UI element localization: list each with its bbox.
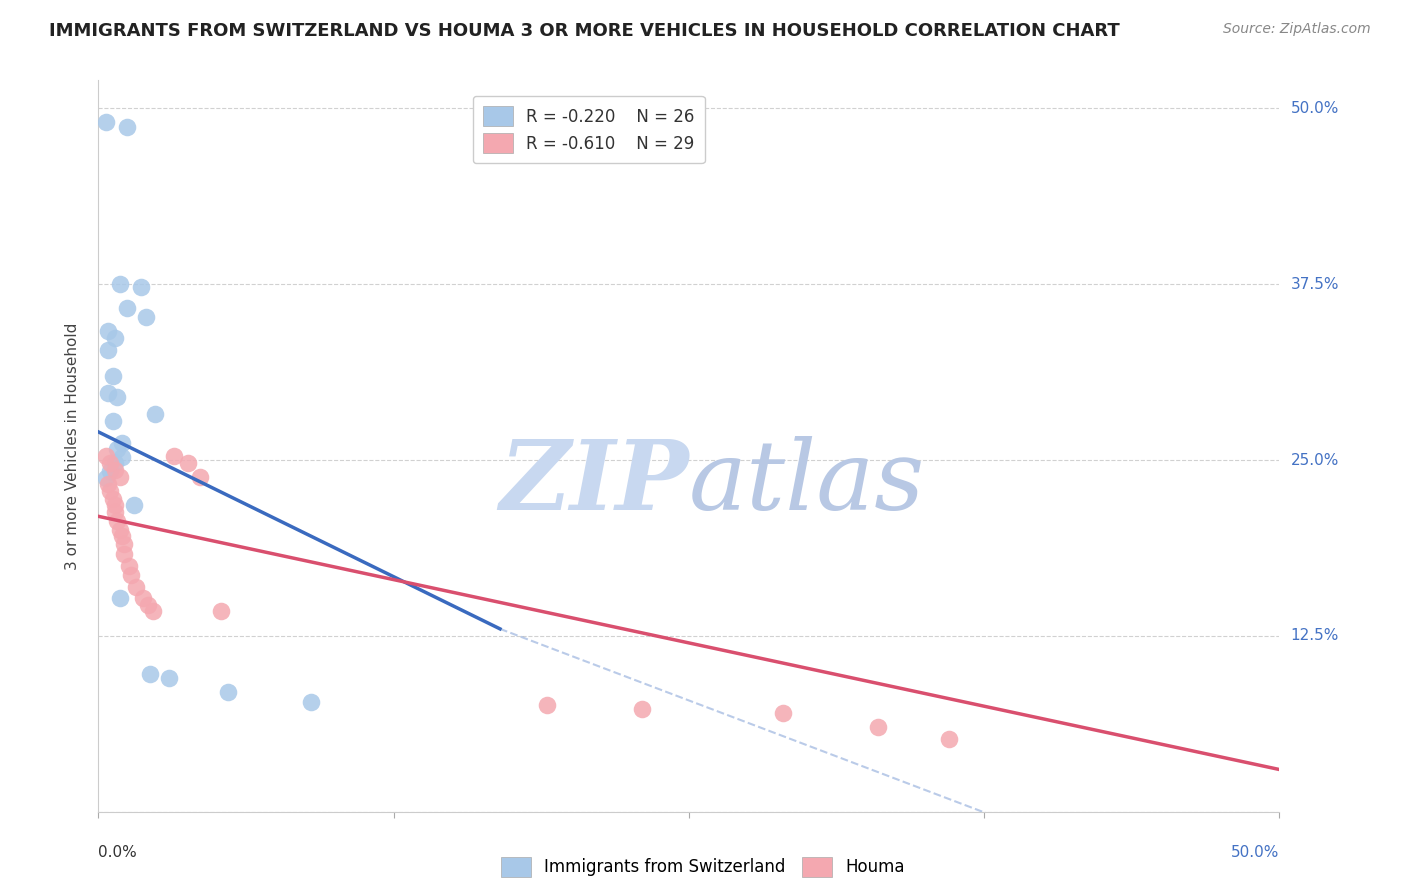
Point [118, 558, 141, 573]
Text: 50.0%: 50.0% [1232, 845, 1279, 860]
Point [188, 470, 211, 484]
Point [97, 324, 120, 338]
Text: IMMIGRANTS FROM SWITZERLAND VS HOUMA 3 OR MORE VEHICLES IN HOUSEHOLD CORRELATION: IMMIGRANTS FROM SWITZERLAND VS HOUMA 3 O… [49, 22, 1121, 40]
Point [135, 310, 157, 324]
Legend: R = -0.220    N = 26, R = -0.610    N = 29: R = -0.220 N = 26, R = -0.610 N = 29 [472, 96, 704, 163]
Point [104, 463, 127, 477]
Text: 12.5%: 12.5% [1291, 628, 1339, 643]
Point [97, 477, 120, 491]
Point [105, 514, 128, 528]
Point [111, 450, 134, 465]
Point [105, 390, 128, 404]
Text: 37.5%: 37.5% [1291, 277, 1339, 292]
Point [104, 505, 127, 519]
Text: 25.0%: 25.0% [1291, 452, 1339, 467]
Point [125, 580, 148, 594]
Point [139, 666, 162, 681]
Point [536, 698, 558, 712]
Legend: Immigrants from Switzerland, Houma: Immigrants from Switzerland, Houma [495, 850, 911, 884]
Point [101, 414, 124, 428]
Point [108, 277, 131, 292]
Point [121, 568, 143, 582]
Point [101, 492, 124, 507]
Point [866, 720, 889, 734]
Point [630, 702, 652, 716]
Point [129, 280, 152, 294]
Point [94, 471, 117, 485]
Point [115, 301, 138, 315]
Point [111, 436, 134, 450]
Text: 0.0%: 0.0% [98, 845, 138, 860]
Point [132, 591, 155, 605]
Point [142, 604, 165, 618]
Point [105, 442, 128, 456]
Point [97, 385, 120, 400]
Point [143, 407, 166, 421]
Point [108, 524, 131, 538]
Point [94, 115, 117, 129]
Point [98, 456, 121, 470]
Point [98, 483, 121, 498]
Point [122, 498, 145, 512]
Point [177, 456, 200, 470]
Point [112, 537, 135, 551]
Point [157, 671, 180, 685]
Point [108, 470, 131, 484]
Point [101, 368, 124, 383]
Text: ZIP: ZIP [499, 435, 689, 530]
Point [299, 695, 322, 709]
Point [98, 464, 121, 478]
Y-axis label: 3 or more Vehicles in Household: 3 or more Vehicles in Household [65, 322, 80, 570]
Point [111, 529, 134, 543]
Point [104, 456, 127, 470]
Point [108, 591, 131, 605]
Point [217, 685, 239, 699]
Text: Source: ZipAtlas.com: Source: ZipAtlas.com [1223, 22, 1371, 37]
Point [94, 449, 117, 463]
Point [136, 598, 159, 612]
Point [104, 331, 127, 345]
Point [115, 120, 138, 134]
Point [104, 498, 127, 512]
Point [772, 706, 794, 721]
Text: atlas: atlas [689, 435, 925, 530]
Point [938, 731, 960, 746]
Text: 50.0%: 50.0% [1291, 101, 1339, 116]
Point [209, 604, 232, 618]
Point [163, 449, 186, 463]
Point [97, 343, 120, 358]
Point [112, 547, 135, 561]
